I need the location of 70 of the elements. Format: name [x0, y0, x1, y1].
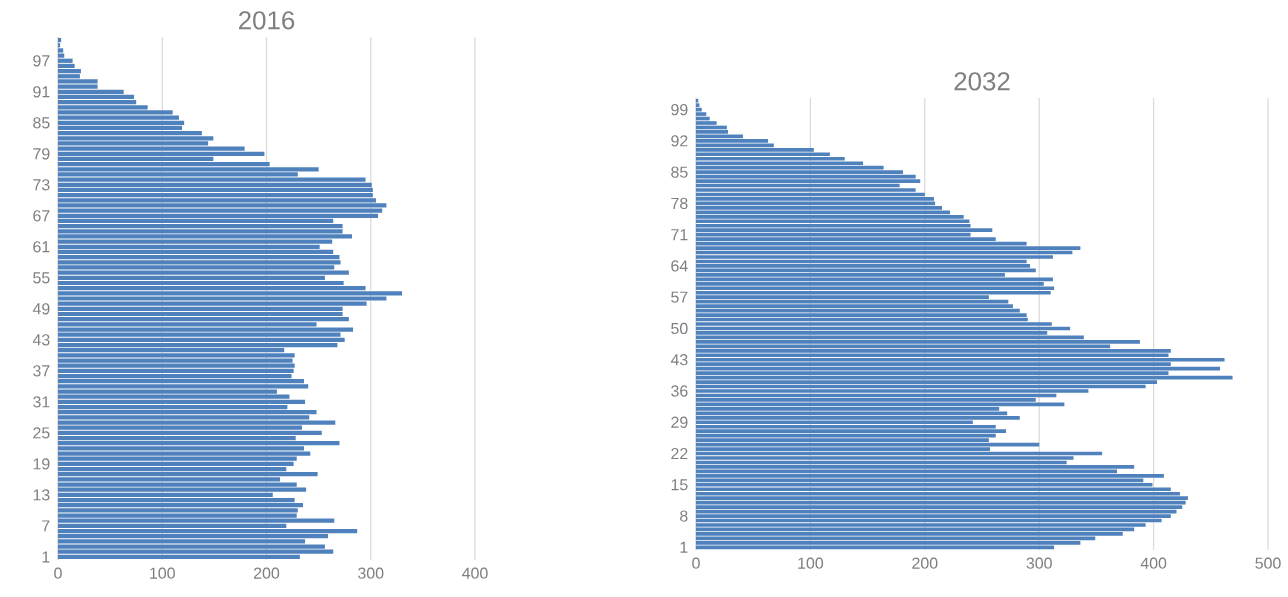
bar: [696, 465, 1135, 469]
bar: [696, 179, 921, 183]
y-tick-label: 7: [42, 520, 50, 532]
y-tick-label: 61: [33, 241, 50, 253]
bar: [696, 415, 1020, 420]
y-tick-label: 25: [33, 427, 50, 439]
bar: [696, 246, 1081, 250]
y-tick-label: 85: [33, 117, 50, 129]
bar: [696, 103, 700, 107]
y-tick-label: 64: [671, 260, 688, 272]
y-tick-label: 49: [32, 303, 50, 315]
x-tick-label: 400: [462, 567, 488, 579]
bar: [696, 429, 1007, 434]
bar: [58, 528, 358, 534]
y-tick-label: 50: [671, 322, 688, 335]
x-tick-label: 0: [692, 557, 700, 569]
y-tick-label: 31: [33, 396, 50, 408]
y-tick-label: 43: [32, 334, 50, 346]
x-tick-label: 200: [912, 557, 938, 569]
bar: [696, 340, 1140, 344]
y-tick-label: 57: [671, 291, 688, 303]
bar: [696, 505, 1183, 509]
bar: [696, 357, 1225, 362]
y-tick-label: 1: [680, 541, 688, 553]
bar: [696, 112, 707, 116]
y-tick-label: 73: [33, 179, 50, 191]
bar: [58, 94, 135, 100]
x-tick-label: 300: [1026, 557, 1052, 569]
x-tick-label: 100: [150, 567, 175, 579]
y-tick-label: 97: [33, 55, 50, 67]
x-tick-label: 0: [54, 567, 62, 579]
y-tick-label: 92: [671, 135, 688, 147]
x-tick-label: 400: [1140, 557, 1167, 569]
y-tick-label: 67: [33, 210, 50, 222]
bar: [696, 286, 1055, 291]
bar: [58, 68, 81, 74]
x-tick-label: 300: [358, 567, 384, 579]
bar: [696, 219, 970, 224]
y-tick-label: 37: [33, 365, 50, 377]
bar: [696, 474, 1164, 478]
y-tick-label: 1: [42, 551, 50, 563]
y-tick-label: 13: [33, 489, 50, 501]
y-tick-label: 8: [680, 510, 688, 522]
bar: [696, 98, 699, 103]
bar: [696, 197, 934, 201]
chart-title: 2032: [954, 72, 1010, 91]
bar: [696, 496, 1188, 501]
x-tick-label: 100: [798, 557, 824, 569]
bar: [58, 37, 62, 43]
x-tick-label: 500: [1255, 557, 1281, 569]
bar: [58, 187, 373, 193]
y-tick-label: 29: [671, 416, 688, 428]
y-tick-label: 78: [671, 197, 688, 210]
bar: [696, 290, 1051, 295]
y-tick-label: 43: [670, 354, 688, 366]
y-tick-label: 79: [33, 148, 50, 160]
y-tick-label: 36: [671, 385, 688, 397]
chart-title: 2016: [238, 11, 295, 30]
bar: [696, 313, 1027, 317]
bar: [696, 228, 993, 233]
y-tick-label: 91: [33, 86, 50, 98]
y-tick-label: 22: [671, 447, 688, 460]
y-tick-label: 71: [671, 229, 688, 241]
y-tick-label: 99: [671, 103, 688, 116]
bar: [696, 348, 1171, 353]
x-tick-label: 200: [254, 567, 280, 579]
y-tick-label: 19: [33, 458, 50, 470]
y-tick-label: 85: [671, 166, 688, 178]
y-tick-label: 55: [33, 272, 50, 284]
y-tick-label: 15: [671, 479, 688, 491]
